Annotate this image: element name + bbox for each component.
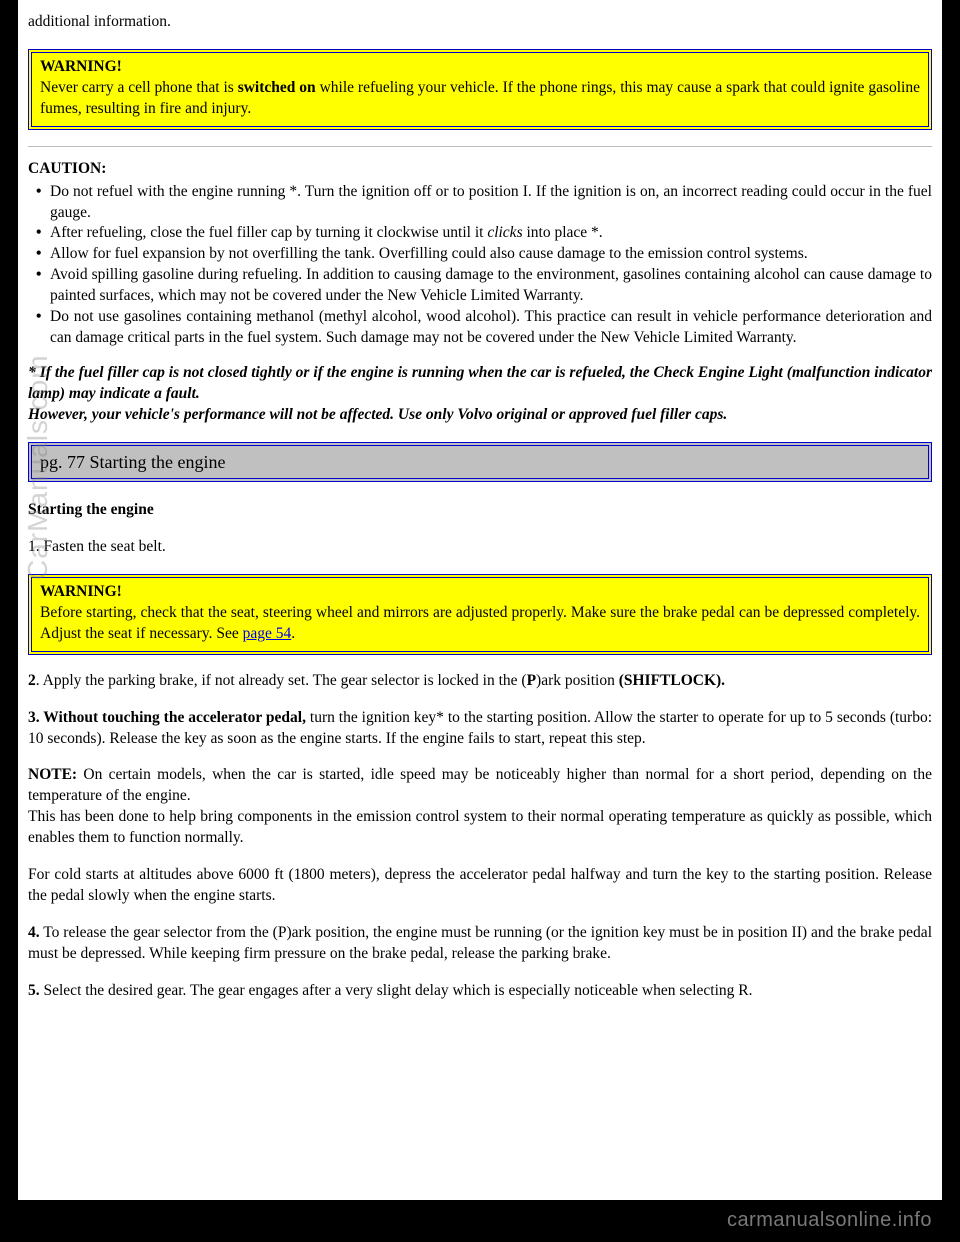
subheading: Starting the engine — [28, 500, 932, 521]
cold-start-note: For cold starts at altitudes above 6000 … — [28, 865, 932, 907]
warning-text-before: Never carry a cell phone that is — [40, 79, 238, 96]
warning-bold: switched on — [238, 79, 316, 96]
document-page: additional information. WARNING! Never c… — [18, 0, 942, 1200]
step-1: 1. Fasten the seat belt. — [28, 537, 932, 558]
section-header: pg. 77 Starting the engine — [28, 442, 932, 482]
footer-watermark: carmanualsonline.info — [727, 1209, 932, 1232]
caution-title: CAUTION: — [28, 159, 932, 180]
footnote: * If the fuel filler cap is not closed t… — [28, 363, 932, 426]
intro-text: additional information. — [28, 12, 932, 33]
warning-title: WARNING! — [40, 58, 122, 75]
step-2: 2. Apply the parking brake, if not alrea… — [28, 671, 932, 692]
list-item: Do not refuel with the engine running *.… — [28, 182, 932, 224]
warning-box-1: WARNING! Never carry a cell phone that i… — [28, 49, 932, 130]
list-item: Allow for fuel expansion by not overfill… — [28, 244, 932, 265]
note-paragraph: NOTE: On certain models, when the car is… — [28, 765, 932, 849]
warning-box-2: WARNING! Before starting, check that the… — [28, 574, 932, 655]
warning-title: WARNING! — [40, 583, 122, 600]
caution-list: Do not refuel with the engine running *.… — [28, 182, 932, 349]
page-link[interactable]: page 54 — [243, 625, 292, 642]
list-item: Do not use gasolines containing methanol… — [28, 307, 932, 349]
step-4: 4. To release the gear selector from the… — [28, 923, 932, 965]
list-item: After refueling, close the fuel filler c… — [28, 223, 932, 244]
step-5: 5. Select the desired gear. The gear eng… — [28, 981, 932, 1002]
warning2-text-after: . — [291, 625, 295, 642]
warning2-text-before: Before starting, check that the seat, st… — [40, 604, 920, 642]
list-item: Avoid spilling gasoline during refueling… — [28, 265, 932, 307]
divider — [28, 146, 932, 147]
step-3: 3. Without touching the accelerator peda… — [28, 708, 932, 750]
